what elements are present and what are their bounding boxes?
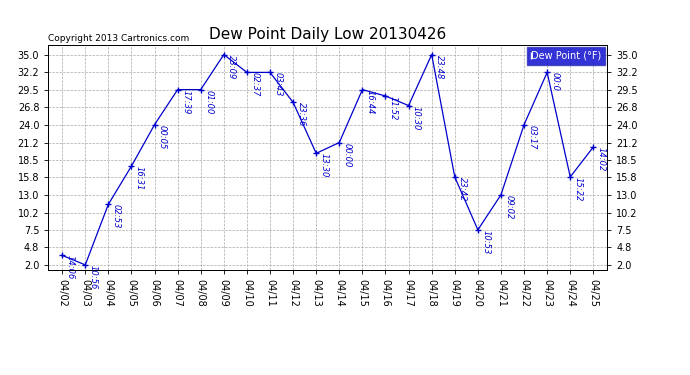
Text: 14:02: 14:02	[597, 147, 606, 171]
Text: 10:56: 10:56	[89, 265, 98, 289]
Text: 01:00: 01:00	[204, 90, 213, 114]
Text: 02:37: 02:37	[250, 72, 259, 97]
Text: 14:06: 14:06	[66, 255, 75, 280]
Text: 23:09: 23:09	[227, 54, 236, 79]
Text: 11:52: 11:52	[389, 96, 398, 120]
Text: Copyright 2013 Cartronics.com: Copyright 2013 Cartronics.com	[48, 34, 190, 43]
Text: 23:48: 23:48	[435, 54, 444, 79]
Text: 23:42: 23:42	[458, 177, 467, 201]
Text: 03:17: 03:17	[528, 124, 537, 149]
Text: 16:31: 16:31	[135, 166, 144, 190]
Text: 03:43: 03:43	[273, 72, 282, 97]
Text: 00:0: 00:0	[551, 72, 560, 92]
Text: 10:53: 10:53	[482, 230, 491, 254]
Text: 23:36: 23:36	[297, 102, 306, 127]
Text: 17:39: 17:39	[181, 90, 190, 114]
Text: 09:02: 09:02	[504, 195, 513, 219]
Text: 00:05: 00:05	[158, 124, 167, 149]
Text: 00:00: 00:00	[343, 142, 352, 167]
Text: 10:30: 10:30	[412, 105, 421, 130]
Text: 13:30: 13:30	[319, 153, 328, 178]
Text: 02:53: 02:53	[112, 204, 121, 229]
Text: 15:22: 15:22	[573, 177, 583, 201]
Text: 16:44: 16:44	[366, 90, 375, 114]
Title: Dew Point Daily Low 20130426: Dew Point Daily Low 20130426	[209, 27, 446, 42]
Legend: Dew Point (°F): Dew Point (°F)	[527, 47, 605, 65]
